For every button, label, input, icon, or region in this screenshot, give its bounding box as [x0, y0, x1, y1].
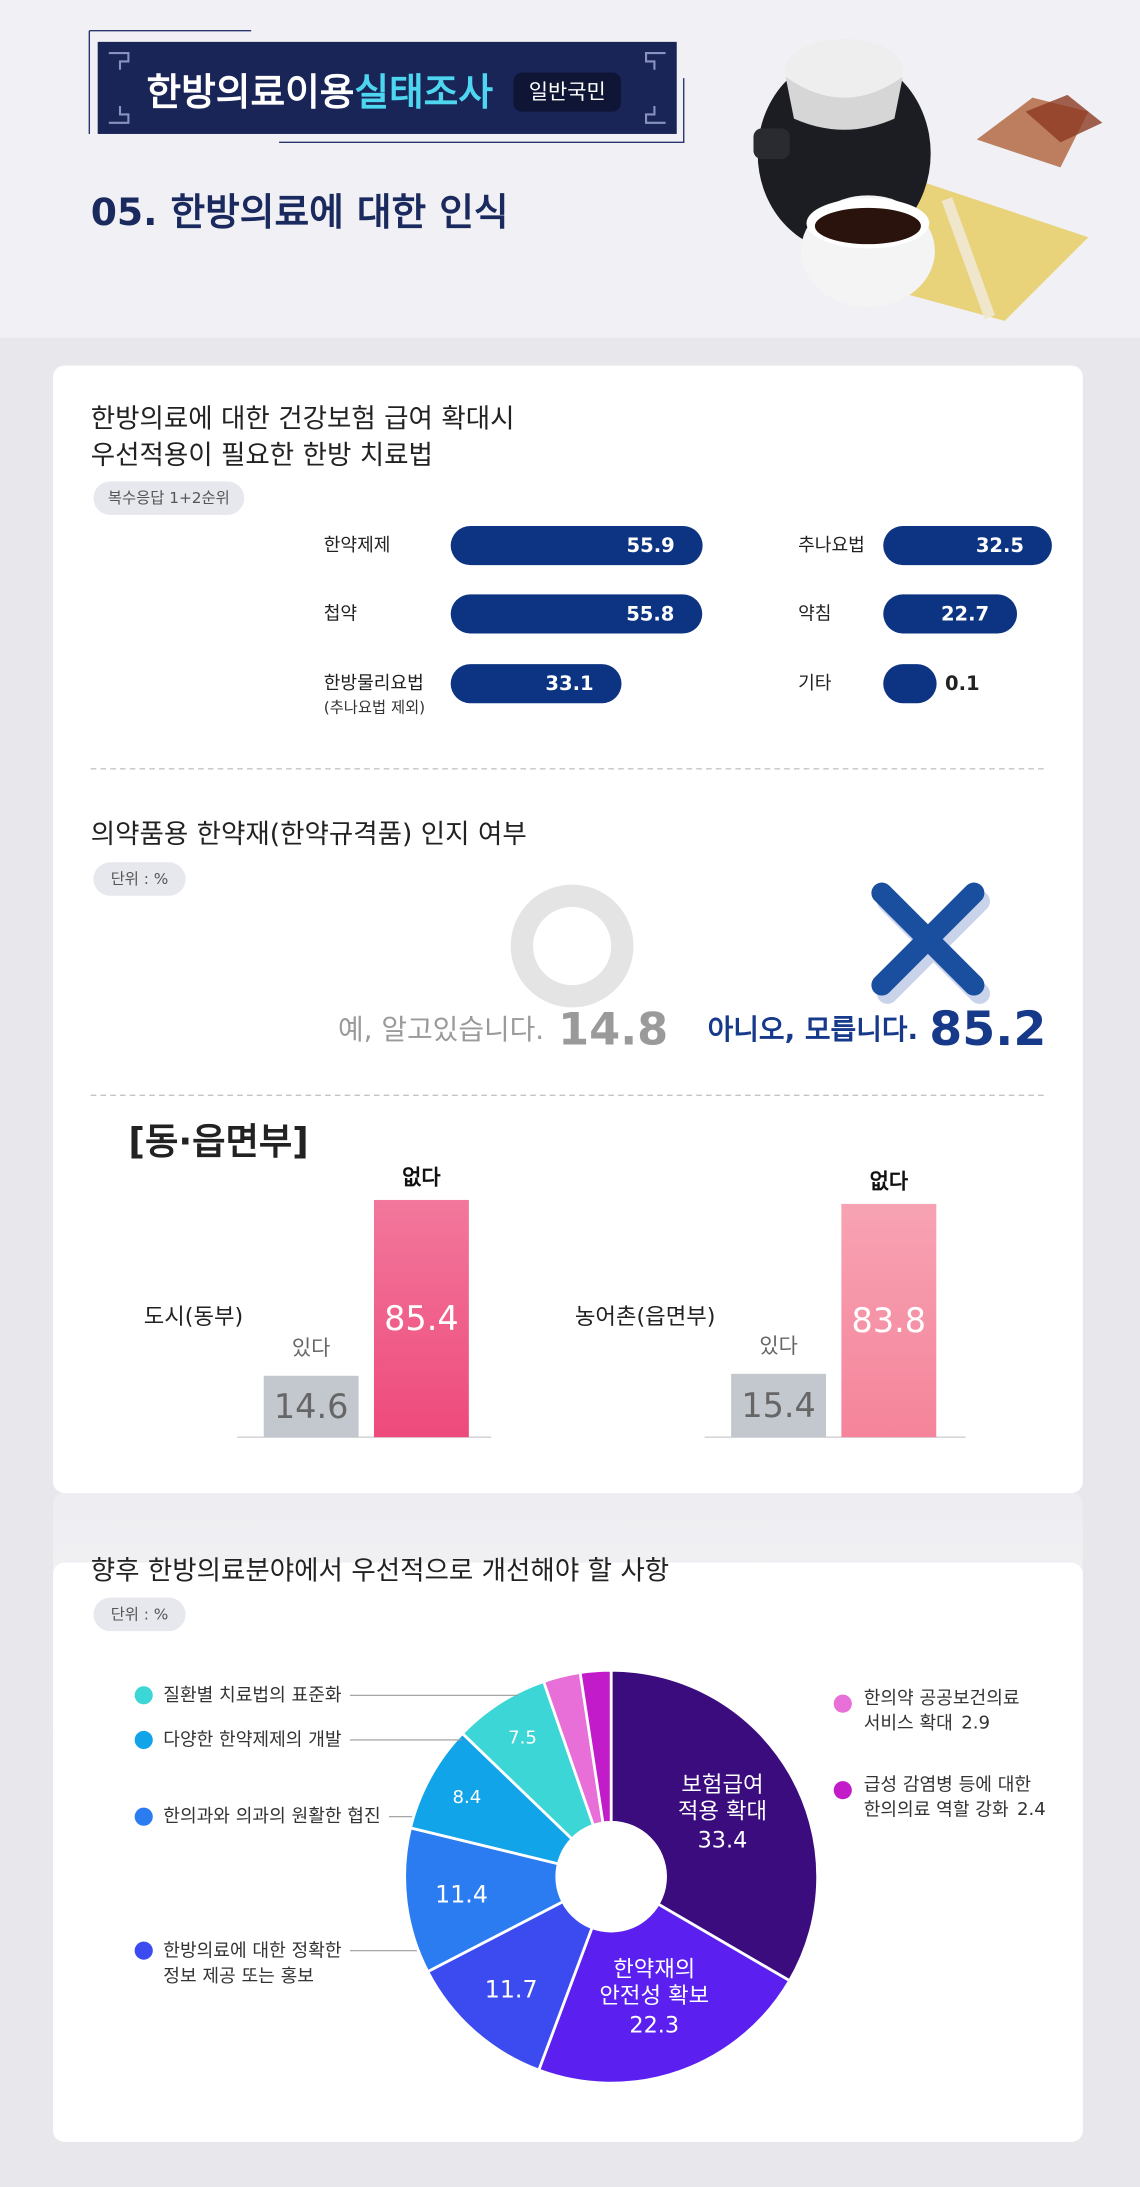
answer-label: 예, 알고있습니다.: [338, 1013, 544, 1046]
slice-value: 33.4: [698, 1828, 748, 1854]
value-label: 33.1: [545, 672, 593, 695]
category-label: 한방물리요법: [324, 673, 424, 694]
bar: [883, 664, 937, 704]
legend-value: 2.9: [961, 1713, 990, 1734]
slice: [609, 1668, 820, 1983]
slice: [460, 1679, 613, 1878]
slice-name: 보험급여 적용 확대: [678, 1772, 767, 1825]
text-line: 한의의료 역할 강화: [864, 1799, 1009, 1820]
category-label: 한약제제: [324, 535, 391, 556]
herb-illustration: [753, 39, 1103, 321]
icon-o: [510, 884, 634, 1008]
text-line: 급성 감염병 등에 대한: [864, 1774, 1032, 1795]
bar: [450, 594, 703, 634]
slice: [425, 1873, 614, 2072]
section-title: 05. 한방의료에 대한 인식: [91, 190, 509, 234]
bar: [263, 1375, 359, 1438]
text-line: 한방의료에 대한 건강보험 급여 확대시: [91, 403, 515, 434]
slice-value: 8.4: [452, 1787, 481, 1808]
banner: 한방의료이용실태조사 일반국민: [88, 29, 685, 144]
note-pill: [93, 862, 186, 896]
legend-value: 2.4: [1017, 1799, 1046, 1820]
slice-value: 7.5: [508, 1727, 537, 1748]
bar: [731, 1373, 827, 1438]
bar-shine: [841, 1203, 937, 1438]
text-line: 적용 확대: [678, 1798, 767, 1824]
value-label: 55.8: [626, 602, 674, 625]
legend-dot: [833, 1781, 852, 1800]
category-label: 약침: [798, 603, 831, 624]
panel-label: 농어촌(읍면부): [575, 1304, 716, 1330]
bar: [883, 594, 1018, 634]
category-label: 기타: [798, 673, 832, 694]
text-line: 정보 제공 또는 홍보: [163, 1965, 314, 1986]
value-label: 83.8: [852, 1301, 927, 1340]
text-line: 우선적용이 필요한 한방 치료법: [91, 439, 433, 470]
category-label: 없다: [870, 1170, 909, 1194]
value-label: 15.4: [741, 1386, 816, 1425]
text-line: 한의약 공공보건의료: [864, 1688, 1020, 1709]
banner-title: 한방의료이용실태조사: [147, 70, 494, 114]
category-note: (추나요법 제외): [324, 698, 425, 716]
answer-value: 14.8: [558, 1004, 668, 1056]
note: 단위 : %: [111, 870, 169, 888]
chart-title: 의약품용 한약재(한약규격품) 인지 여부: [91, 819, 527, 850]
badge: 일반국민: [529, 80, 606, 104]
value-label: 32.5: [976, 534, 1024, 557]
legend-dot: [134, 1686, 153, 1705]
value-label: 14.6: [274, 1387, 349, 1426]
value-label: 0.1: [945, 672, 980, 695]
value-label: 85.4: [384, 1299, 459, 1338]
legend-dot: [134, 1807, 153, 1826]
category-label: 있다: [292, 1336, 330, 1360]
chart-title: 향후 한방의료분야에서 우선적으로 개선해야 할 사항: [91, 1556, 669, 1587]
category-label: 첩약: [324, 603, 357, 624]
value-label: 55.9: [627, 534, 675, 557]
slice: [408, 1731, 616, 1880]
card: [53, 365, 1083, 1493]
legend-dot: [134, 1941, 153, 1960]
bar-shine: [373, 1199, 469, 1438]
answer-label: 아니오, 모릅니다.: [708, 1013, 919, 1046]
legend-label: 질환별 치료법의 표준화: [163, 1685, 342, 1706]
slice-value: 11.7: [485, 1975, 538, 2003]
legend-label: 한의과와 의과의 원활한 협진: [163, 1806, 380, 1827]
icon-x: [871, 882, 990, 1004]
panel-label: 도시(동부): [144, 1304, 244, 1330]
bar: [450, 526, 703, 566]
text-line: 서비스 확대: [864, 1713, 953, 1734]
text-line: 한약재의: [613, 1957, 695, 1983]
donut-hole: [555, 1820, 667, 1933]
title-highlight: 실태조사: [354, 70, 493, 114]
chart-title: [동·읍면부]: [128, 1120, 308, 1163]
category-label: 없다: [402, 1166, 441, 1190]
category-label: 있다: [759, 1334, 797, 1358]
text-line: 보험급여: [681, 1772, 763, 1798]
legend-label: 다양한 한약제제의 개발: [163, 1729, 342, 1750]
note: 단위 : %: [111, 1605, 169, 1623]
slice: [403, 1826, 616, 1974]
note-pill: [93, 1597, 186, 1632]
legend-dot: [833, 1694, 852, 1713]
bar: [883, 526, 1052, 566]
value-label: 22.7: [941, 602, 989, 625]
note: 복수응답 1+2순위: [108, 489, 230, 507]
category-label: 추나요법: [798, 535, 865, 556]
slice-value: 11.4: [435, 1881, 488, 1909]
note-pill: [93, 481, 245, 515]
title-main: 한방의료이용: [147, 70, 355, 114]
answer-value: 85.2: [929, 1002, 1046, 1057]
text-line: 안전성 확보: [599, 1983, 709, 2009]
legend-dot: [134, 1730, 153, 1750]
slice-name: 한약재의 안전성 확보: [599, 1957, 709, 2010]
slice-value: 22.3: [629, 2013, 679, 2039]
text-line: 한방의료에 대한 정확한: [163, 1940, 342, 1961]
bar: [450, 664, 622, 704]
